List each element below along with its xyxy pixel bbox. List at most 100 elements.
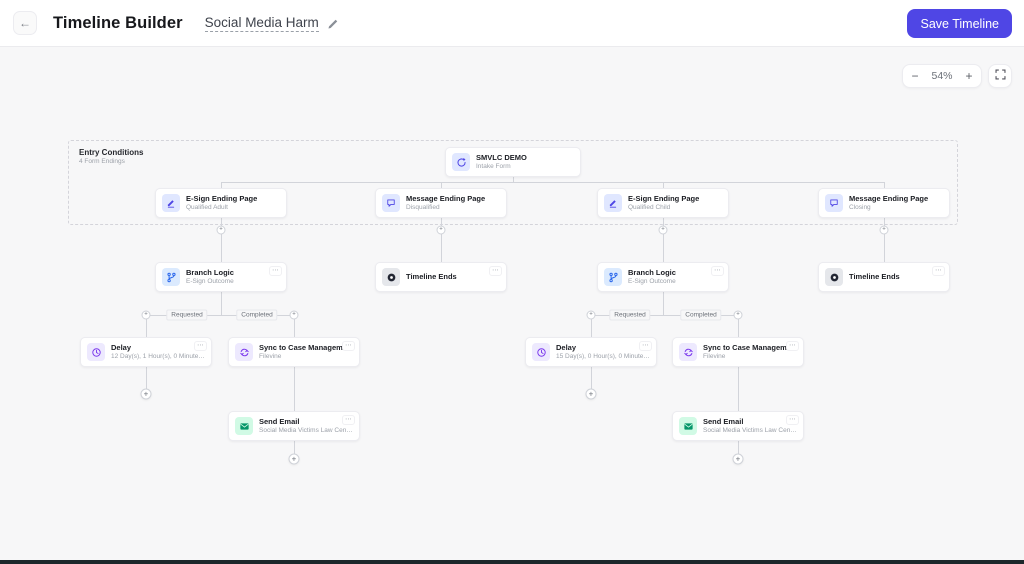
plus-icon: + bbox=[965, 69, 973, 83]
add-node-button[interactable]: + bbox=[436, 225, 446, 235]
add-node-button[interactable]: + bbox=[658, 225, 668, 235]
node-delay[interactable]: Delay 12 Day(s), 1 Hour(s), 0 Minute(s) … bbox=[80, 337, 212, 367]
add-node-button[interactable]: + bbox=[289, 310, 299, 320]
connector-line bbox=[591, 315, 738, 316]
node-subtitle: E-Sign Outcome bbox=[628, 278, 676, 286]
node-message-ending-page[interactable]: Message Ending Page Disqualified bbox=[375, 188, 507, 218]
connector-line bbox=[738, 367, 739, 411]
node-menu-button[interactable]: ⋯ bbox=[711, 266, 724, 276]
node-subtitle: Closing bbox=[849, 204, 871, 212]
branch-label-completed: Completed bbox=[680, 309, 722, 321]
node-title: Delay bbox=[111, 342, 132, 352]
connector-line bbox=[294, 315, 295, 337]
esign-icon bbox=[604, 194, 622, 212]
entry-conditions-title: Entry Conditions bbox=[79, 148, 144, 157]
node-send-email[interactable]: Send Email Social Media Victims Law Cent… bbox=[672, 411, 804, 441]
zoom-out-button[interactable]: − bbox=[903, 65, 927, 87]
node-delay[interactable]: Delay 15 Day(s), 0 Hour(s), 0 Minute(s) … bbox=[525, 337, 657, 367]
entry-conditions-subtitle: 4 Form Endings bbox=[79, 158, 125, 165]
sync-icon bbox=[235, 343, 253, 361]
node-timeline-ends[interactable]: Timeline Ends ⋯ bbox=[818, 262, 950, 292]
connector-line bbox=[884, 182, 885, 188]
node-subtitle: Disqualified bbox=[406, 204, 440, 212]
node-menu-button[interactable]: ⋯ bbox=[489, 266, 502, 276]
node-subtitle: Filevine bbox=[259, 353, 282, 361]
save-timeline-button[interactable]: Save Timeline bbox=[907, 9, 1012, 38]
node-subtitle: E-Sign Outcome bbox=[186, 278, 234, 286]
node-subtitle: Social Media Victims Law Center ... bbox=[703, 427, 797, 435]
node-menu-button[interactable]: ⋯ bbox=[786, 415, 799, 425]
node-menu-button[interactable]: ⋯ bbox=[269, 266, 282, 276]
node-esign-ending-page[interactable]: E-Sign Ending Page Qualified Child bbox=[597, 188, 729, 218]
node-message-ending-page[interactable]: Message Ending Page Closing bbox=[818, 188, 950, 218]
connector-line bbox=[663, 182, 664, 188]
node-title: Message Ending Page bbox=[406, 193, 486, 203]
timeline-canvas[interactable]: − 54% + Entry Conditions 4 Form Endings … bbox=[0, 47, 1024, 564]
message-icon bbox=[825, 194, 843, 212]
node-subtitle: Social Media Victims Law Center ... bbox=[259, 427, 353, 435]
add-step-button[interactable]: + bbox=[140, 388, 152, 400]
node-title: Branch Logic bbox=[186, 267, 234, 277]
node-title: Send Email bbox=[259, 416, 300, 426]
esign-icon bbox=[162, 194, 180, 212]
connector-line bbox=[663, 218, 664, 262]
node-branch-logic[interactable]: Branch Logic E-Sign Outcome ⋯ bbox=[155, 262, 287, 292]
node-esign-ending-page[interactable]: E-Sign Ending Page Qualified Adult bbox=[155, 188, 287, 218]
branch-label-requested: Requested bbox=[609, 309, 651, 321]
node-sync-case-management[interactable]: Sync to Case Management Filevine ⋯ bbox=[228, 337, 360, 367]
email-icon bbox=[235, 417, 253, 435]
node-title: Delay bbox=[556, 342, 577, 352]
connector-line bbox=[146, 367, 147, 390]
timeline-end-icon bbox=[382, 268, 400, 286]
add-node-button[interactable]: + bbox=[733, 310, 743, 320]
connector-line bbox=[591, 315, 592, 337]
node-subtitle: Qualified Child bbox=[628, 204, 671, 212]
branch-label-completed: Completed bbox=[236, 309, 278, 321]
add-step-button[interactable]: + bbox=[732, 453, 744, 465]
node-subtitle: 15 Day(s), 0 Hour(s), 0 Minute(s) bbox=[556, 353, 650, 361]
back-arrow-icon: ← bbox=[19, 16, 31, 30]
back-button[interactable]: ← bbox=[13, 11, 37, 35]
node-sync-case-management[interactable]: Sync to Case Management Filevine ⋯ bbox=[672, 337, 804, 367]
add-node-button[interactable]: + bbox=[216, 225, 226, 235]
zoom-group: − 54% + bbox=[902, 64, 982, 88]
node-timeline-ends[interactable]: Timeline Ends ⋯ bbox=[375, 262, 507, 292]
add-step-button[interactable]: + bbox=[288, 453, 300, 465]
connector-line bbox=[221, 218, 222, 262]
node-subtitle: Filevine bbox=[703, 353, 726, 361]
node-title: Send Email bbox=[703, 416, 744, 426]
node-send-email[interactable]: Send Email Social Media Victims Law Cent… bbox=[228, 411, 360, 441]
timeline-name[interactable]: Social Media Harm bbox=[204, 14, 319, 32]
node-title: Sync to Case Management bbox=[259, 342, 353, 352]
branch-icon bbox=[162, 268, 180, 286]
entry-conditions-label: Entry Conditions 4 Form Endings bbox=[79, 148, 143, 165]
node-menu-button[interactable]: ⋯ bbox=[786, 341, 799, 351]
fit-screen-icon bbox=[994, 67, 1006, 85]
branch-icon bbox=[604, 268, 622, 286]
connector-line bbox=[441, 182, 442, 188]
fit-view-button[interactable] bbox=[988, 64, 1012, 88]
node-title: E-Sign Ending Page bbox=[628, 193, 700, 203]
connector-line bbox=[513, 177, 514, 182]
node-menu-button[interactable]: ⋯ bbox=[639, 341, 652, 351]
minus-icon: − bbox=[911, 69, 919, 83]
node-subtitle: Intake Form bbox=[476, 163, 511, 171]
node-branch-logic[interactable]: Branch Logic E-Sign Outcome ⋯ bbox=[597, 262, 729, 292]
add-node-button[interactable]: + bbox=[879, 225, 889, 235]
add-step-button[interactable]: + bbox=[585, 388, 597, 400]
connector-line bbox=[738, 441, 739, 455]
node-menu-button[interactable]: ⋯ bbox=[932, 266, 945, 276]
node-menu-button[interactable]: ⋯ bbox=[194, 341, 207, 351]
add-node-button[interactable]: + bbox=[586, 310, 596, 320]
node-intake-form[interactable]: SMVLC DEMO Intake Form bbox=[445, 147, 581, 177]
zoom-level: 54% bbox=[931, 70, 953, 82]
zoom-in-button[interactable]: + bbox=[957, 65, 981, 87]
connector-line bbox=[663, 292, 664, 315]
add-node-button[interactable]: + bbox=[141, 310, 151, 320]
node-menu-button[interactable]: ⋯ bbox=[342, 415, 355, 425]
connector-line bbox=[441, 218, 442, 262]
branch-label-requested: Requested bbox=[166, 309, 208, 321]
node-menu-button[interactable]: ⋯ bbox=[342, 341, 355, 351]
zoom-controls: − 54% + bbox=[902, 64, 1012, 88]
edit-pencil-icon[interactable] bbox=[327, 17, 340, 30]
